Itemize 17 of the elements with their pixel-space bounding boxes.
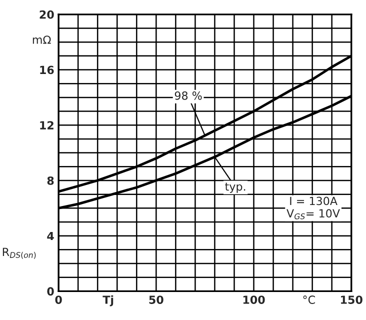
x-axis-title: Tj: [102, 295, 114, 306]
y-tick-label: 8: [47, 176, 54, 185]
y-tick-label: 20: [40, 10, 54, 19]
y-tick-label: 12: [40, 121, 54, 130]
y-tick-label: 16: [40, 66, 54, 74]
x-tick-label: 50: [149, 296, 164, 304]
x-tick-label: 100: [243, 296, 265, 304]
x-tick-label: 150: [341, 296, 362, 304]
y-axis-title: R$_{DS(on)}$: [2, 248, 36, 259]
x-tick-label: 0: [55, 296, 62, 304]
y-tick-label: 4: [47, 232, 54, 240]
annotation: typ.: [225, 182, 246, 193]
y-tick-label: 0: [47, 287, 54, 296]
text: mΩ: [32, 36, 51, 44]
text: °C: [303, 296, 315, 304]
annotation: 98 %: [174, 91, 202, 100]
annotation: I = 130A V$_{GS}$= 10V: [286, 196, 340, 220]
